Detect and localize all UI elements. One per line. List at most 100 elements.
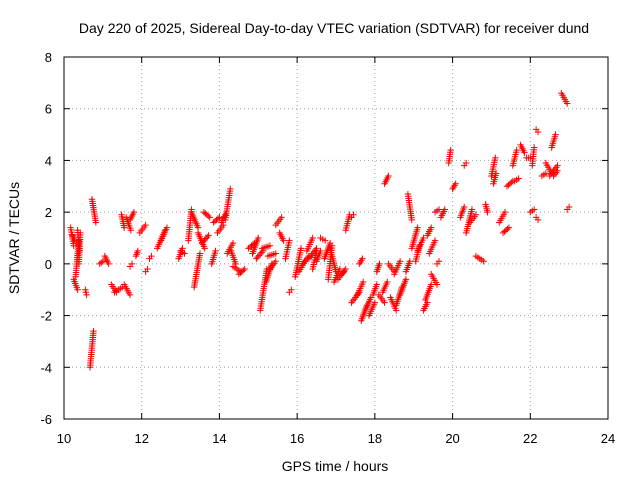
- data-point: [462, 159, 470, 167]
- data-point: [121, 224, 128, 231]
- data-point: [336, 265, 344, 273]
- data-point: [258, 249, 265, 256]
- data-point: [396, 258, 404, 265]
- data-point: [492, 154, 499, 162]
- y-tick-label: -2: [40, 309, 52, 324]
- x-tick-label: 18: [368, 431, 382, 446]
- y-tick-labels: -6 -4 -2 0 2 4 6 8: [40, 50, 52, 427]
- x-tick-label: 24: [601, 431, 615, 446]
- data-point: [130, 208, 138, 216]
- data-point: [216, 214, 223, 221]
- data-point: [257, 250, 264, 258]
- data-point: [272, 258, 279, 265]
- data-point: [288, 286, 295, 293]
- data-point: [229, 239, 237, 247]
- data-point: [414, 224, 421, 231]
- data-point: [504, 225, 511, 233]
- data-point: [385, 172, 392, 180]
- data-point: [134, 247, 142, 255]
- data-point: [431, 237, 439, 244]
- data-point: [530, 144, 538, 151]
- data-point: [402, 276, 410, 283]
- axis-ticks: [63, 56, 609, 420]
- data-point: [534, 216, 542, 224]
- data-point: [552, 131, 559, 138]
- data-point: [196, 250, 204, 257]
- x-axis-label: GPS time / hours: [282, 458, 389, 474]
- data-point: [240, 267, 247, 274]
- data-point: [206, 214, 213, 221]
- data-point: [77, 229, 84, 237]
- x-tick-labels: 10 12 14 16 18 20 22 24: [57, 431, 615, 446]
- data-point: [163, 224, 171, 231]
- y-tick-label: 6: [45, 102, 52, 117]
- y-tick-label: 0: [45, 257, 52, 272]
- data-point: [214, 215, 222, 222]
- data-point: [133, 249, 141, 256]
- data-point: [70, 242, 77, 249]
- data-point: [254, 253, 261, 261]
- data-point: [468, 206, 476, 213]
- x-tick-label: 16: [290, 431, 304, 446]
- data-point: [126, 291, 134, 299]
- data-point: [542, 170, 550, 177]
- data-point: [484, 208, 491, 216]
- data-point: [521, 149, 528, 156]
- data-point: [201, 236, 208, 244]
- x-tick-label: 20: [445, 431, 459, 446]
- data-point: [515, 175, 522, 182]
- data-point: [133, 251, 140, 258]
- data-point: [428, 281, 435, 288]
- data-point: [241, 265, 248, 273]
- data-point: [148, 252, 155, 260]
- data-point: [201, 245, 208, 252]
- x-tick-label: 10: [57, 431, 71, 446]
- data-point: [253, 255, 260, 262]
- data-point: [205, 232, 212, 239]
- data-point: [406, 258, 414, 265]
- y-tick-label: -4: [40, 360, 52, 375]
- data-point: [376, 260, 383, 268]
- data-point: [433, 281, 441, 288]
- data-points: [67, 90, 573, 371]
- data-point: [255, 234, 262, 242]
- data-point: [272, 250, 279, 257]
- data-point: [317, 247, 324, 255]
- data-point: [202, 235, 210, 242]
- data-point: [127, 227, 135, 234]
- data-point: [564, 100, 571, 107]
- data-point: [373, 281, 380, 288]
- data-point: [447, 146, 454, 154]
- data-point: [350, 211, 357, 218]
- data-point: [266, 242, 274, 249]
- data-point: [472, 211, 480, 218]
- y-tick-label: 2: [45, 205, 52, 220]
- data-point: [565, 203, 573, 211]
- data-point: [144, 265, 151, 273]
- data-point: [227, 185, 234, 193]
- data-point: [105, 260, 112, 268]
- data-point: [98, 259, 105, 266]
- data-point: [505, 224, 513, 231]
- data-point: [198, 239, 206, 247]
- gridlines: [64, 57, 608, 419]
- data-point: [99, 258, 107, 265]
- plot-frame: [63, 56, 609, 420]
- data-point: [420, 234, 427, 242]
- x-tick-label: 22: [523, 431, 537, 446]
- data-point: [90, 327, 97, 335]
- data-point: [435, 258, 443, 265]
- data-point: [74, 286, 81, 293]
- x-tick-label: 14: [212, 431, 226, 446]
- data-point: [360, 278, 367, 286]
- data-point: [200, 238, 207, 245]
- data-point: [83, 291, 90, 299]
- data-point: [435, 206, 443, 213]
- data-point: [371, 299, 379, 306]
- data-point: [278, 214, 285, 221]
- data-point: [280, 237, 287, 244]
- data-point: [212, 247, 219, 255]
- data-point: [321, 237, 329, 244]
- data-point: [204, 233, 211, 241]
- data-point: [530, 206, 538, 213]
